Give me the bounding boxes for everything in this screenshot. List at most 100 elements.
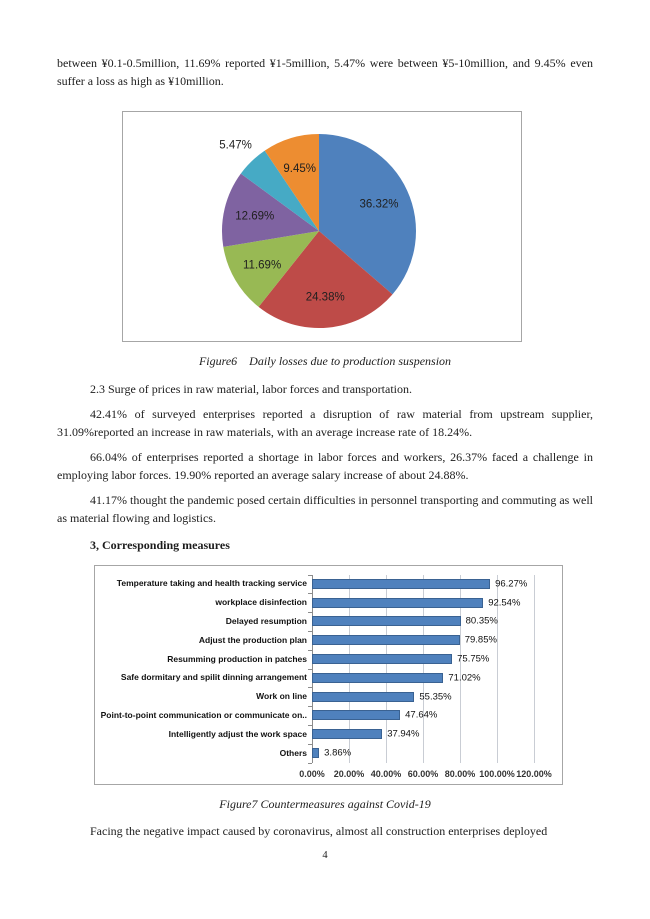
category-axis-tick	[308, 706, 312, 708]
pie-slice	[319, 134, 416, 295]
category-axis-tick	[308, 630, 312, 632]
bar	[312, 654, 453, 665]
paragraph-transporting: 41.17% thought the pandemic posed certai…	[57, 493, 593, 525]
paragraph-labor-shortage: 66.04% of enterprises reported a shortag…	[57, 450, 593, 482]
bar-row: Point-to-point communication or communic…	[95, 706, 562, 725]
bar	[312, 748, 320, 759]
bar-track: 79.85%	[312, 631, 534, 650]
bar-value-label: 55.35%	[419, 690, 452, 702]
bar-value-label: 3.86%	[324, 747, 352, 759]
bar	[312, 729, 383, 740]
bar-category-label: Others	[279, 748, 307, 758]
pie-slice	[258, 231, 393, 328]
bar-track: 55.35%	[312, 687, 534, 706]
pie-slice	[240, 150, 319, 231]
bar-xticks: 0.00% 20.00% 40.00% 60.00% 80.00% 100.00% 120.…	[299, 766, 552, 780]
bar	[312, 635, 460, 646]
bar-value-label: 75.75%	[457, 653, 490, 665]
bar-category-label: Adjust the production plan	[198, 635, 307, 645]
x-tick-label: 80.00%	[444, 768, 476, 779]
bar-value-label: 47.64%	[405, 709, 438, 721]
x-tick-label: 20.00%	[333, 768, 365, 779]
bar-track: 96.27%	[312, 575, 534, 594]
section-heading-measures: 3, Corresponding measures	[90, 538, 230, 552]
pie-slice	[264, 134, 319, 231]
category-axis-tick	[308, 574, 312, 576]
bar-track: 47.64%	[312, 706, 534, 725]
bar-track: 71.02%	[312, 668, 534, 687]
bar-track: 3.86%	[312, 744, 534, 763]
category-axis-tick	[308, 612, 312, 614]
bar-value-label: 96.27%	[495, 578, 528, 590]
x-tick-label: 0.00%	[299, 768, 325, 779]
value-axis-line	[312, 574, 313, 763]
paragraph-losses: between ¥0.1-0.5million, 11.69% reported…	[57, 56, 593, 88]
pie-slice-label: 36.32%	[359, 199, 398, 211]
bar-row: Adjust the production plan 79.85%	[95, 631, 562, 650]
pie-slice-label: 5.47%	[219, 139, 252, 151]
paragraph-raw-material: 42.41% of surveyed enterprises reported …	[57, 407, 593, 439]
pie-slice-label: 9.45%	[283, 163, 316, 175]
category-axis-tick	[308, 593, 312, 595]
bar-gridlines	[308, 574, 535, 764]
bar-category-label: Point-to-point communication or communic…	[100, 711, 307, 720]
pie-svg: 36.32% 24.38% 11.69% 12.69% 5.47% 9.45%	[219, 134, 416, 328]
gridline	[534, 574, 535, 763]
bar-track: 75.75%	[312, 650, 534, 669]
bar-row: Resumming production in patches 75.75%	[95, 650, 562, 669]
bar-category-label: Intelligently adjust the work space	[168, 729, 307, 739]
bar-row: workplace disinfection 92.54%	[95, 593, 562, 612]
bar-value-label: 37.94%	[387, 728, 420, 740]
bar-track: 37.94%	[312, 725, 534, 744]
bar-value-label: 71.02%	[448, 672, 481, 684]
bar-value-label: 80.35%	[465, 615, 498, 627]
pie-slice-label: 11.69%	[243, 259, 281, 271]
pie-slice	[223, 231, 319, 307]
x-tick-label: 60.00%	[407, 768, 439, 779]
figure7-caption: Figure7 Countermeasures against Covid-19	[219, 796, 431, 811]
gridline	[423, 574, 424, 763]
pie-slice-label: 24.38%	[306, 292, 345, 304]
bar	[312, 710, 401, 721]
bar	[312, 578, 491, 589]
x-tick-label: 120.00%	[516, 768, 552, 779]
x-tick-label: 100.00%	[479, 768, 515, 779]
bar-track: 92.54%	[312, 593, 534, 612]
pie-slice	[221, 173, 319, 247]
gridline	[385, 574, 387, 763]
category-axis-tick	[308, 724, 312, 726]
bar-category-label: Resumming production in patches	[167, 654, 307, 664]
figure7-bar-chart: Temperature taking and health tracking s…	[94, 564, 563, 785]
paragraph-section-2-3: 2.3 Surge of prices in raw material, lab…	[90, 381, 413, 396]
bar-row: Temperature taking and health tracking s…	[95, 575, 562, 594]
paragraph-facing-impact: Facing the negative impact caused by cor…	[90, 824, 548, 838]
gridline	[348, 574, 350, 763]
bar-row: Intelligently adjust the work space 37.94…	[95, 725, 562, 744]
bar	[312, 597, 484, 608]
bar-rows: Temperature taking and health tracking s…	[95, 575, 562, 763]
category-axis-tick	[308, 743, 312, 745]
bar	[312, 672, 444, 683]
category-axis-tick	[308, 762, 312, 764]
bar-row: Others 3.86%	[95, 744, 562, 763]
bar-category-label: Delayed resumption	[225, 617, 307, 626]
bar-row: Work on line 55.35%	[95, 687, 562, 706]
figure6-caption: Figure6 Daily losses due to production s…	[198, 354, 452, 368]
bar-category-label: Safe dormitary and spilit dinning arrang…	[120, 673, 307, 683]
bar-row: Safe dormitary and spilit dinning arrang…	[95, 668, 562, 687]
bar-category-label: workplace disinfection	[215, 598, 307, 608]
bar-value-label: 79.85%	[464, 634, 497, 646]
bar	[312, 616, 461, 627]
pie-chart-canvas: 36.32% 24.38% 11.69% 12.69% 5.47% 9.45%	[123, 112, 521, 347]
gridline	[497, 574, 498, 763]
category-axis-tick	[308, 649, 312, 651]
category-axis-tick	[308, 668, 312, 670]
category-axis-tick	[308, 687, 312, 689]
bar	[312, 691, 415, 702]
gridline	[459, 574, 461, 763]
bar-category-label: Temperature taking and health tracking s…	[116, 579, 307, 589]
bar-category-label: Work on line	[256, 692, 307, 702]
bar-value-label: 92.54%	[488, 596, 521, 608]
figure6-pie-chart: 36.32% 24.38% 11.69% 12.69% 5.47% 9.45%	[122, 111, 522, 342]
